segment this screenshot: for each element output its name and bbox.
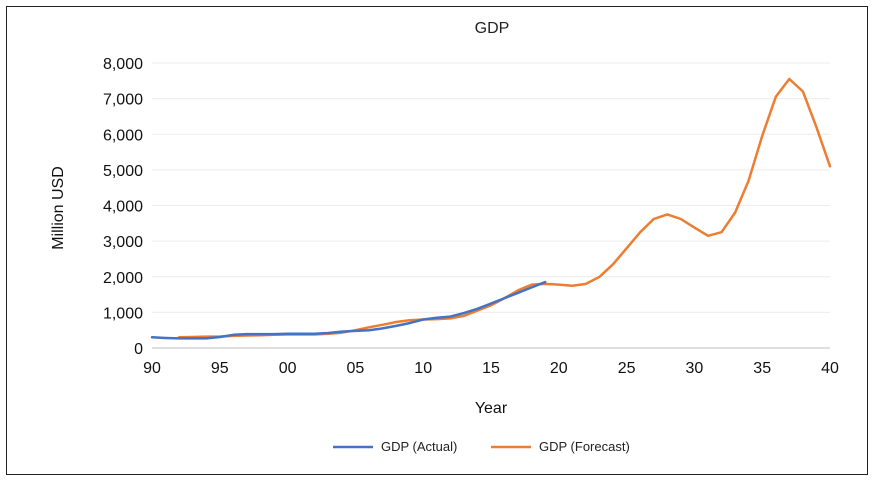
- x-tick-label: 00: [279, 360, 297, 377]
- y-tick-label: 0: [134, 341, 143, 358]
- chart-frame: [6, 6, 868, 475]
- x-tick-label: 95: [211, 360, 229, 377]
- x-tick-label: 40: [821, 360, 839, 377]
- x-axis-ticks: 90 95 00 05 10 15 20 25 30 35 40: [143, 360, 839, 377]
- legend: GDP (Actual) GDP (Forecast): [333, 439, 630, 454]
- x-tick-label: 35: [753, 360, 771, 377]
- x-axis-label: Year: [475, 400, 508, 417]
- x-tick-label: 30: [686, 360, 704, 377]
- y-tick-label: 4,000: [103, 199, 143, 216]
- y-tick-label: 1,000: [103, 305, 143, 322]
- y-axis-ticks: 0 1,000 2,000 3,000 4,000 5,000 6,000 7,000 8,00…: [103, 56, 143, 358]
- series-lines: [150, 77, 832, 340]
- y-tick-label: 2,000: [103, 270, 143, 287]
- x-tick-label: 25: [618, 360, 636, 377]
- y-tick-label: 3,000: [103, 234, 143, 251]
- y-tick-label: 5,000: [103, 163, 143, 180]
- x-tick-label: 90: [143, 360, 161, 377]
- chart-title: GDP: [475, 20, 510, 37]
- x-tick-label: 10: [414, 360, 432, 377]
- y-tick-label: 8,000: [103, 56, 143, 73]
- x-tick-label: 20: [550, 360, 568, 377]
- y-axis-label: Million USD: [50, 166, 67, 250]
- y-tick-label: 7,000: [103, 92, 143, 109]
- x-tick-label: 05: [347, 360, 365, 377]
- y-tick-label: 6,000: [103, 127, 143, 144]
- x-tick-label: 15: [482, 360, 500, 377]
- gridlines: [152, 62, 830, 313]
- series-line-actual: [150, 280, 547, 340]
- legend-label-actual: GDP (Actual): [381, 439, 457, 454]
- legend-label-forecast: GDP (Forecast): [539, 439, 630, 454]
